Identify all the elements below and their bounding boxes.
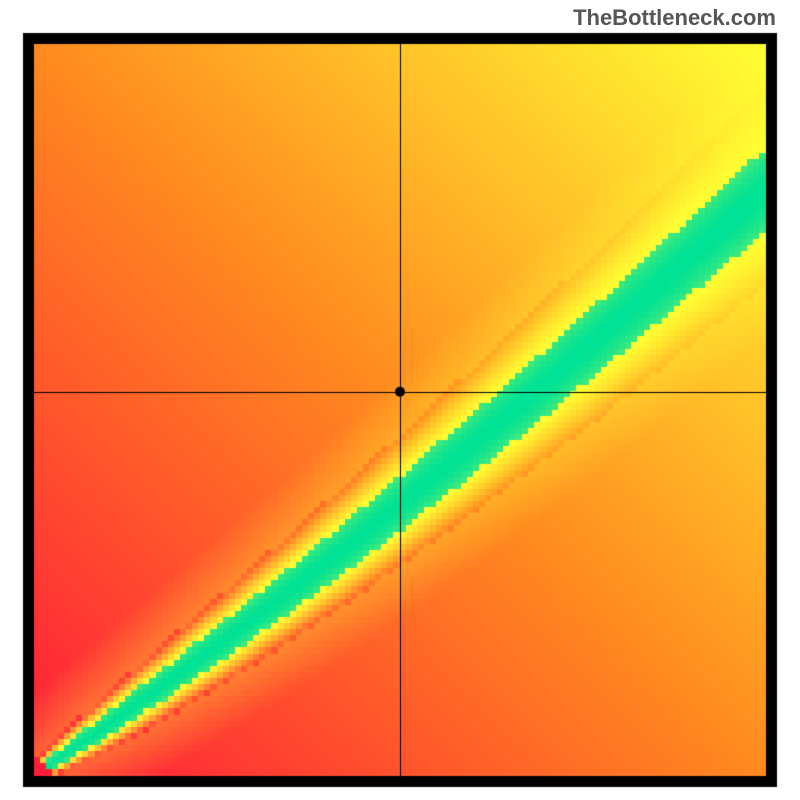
chart-container: TheBottleneck.com	[0, 0, 800, 800]
watermark-text: TheBottleneck.com	[573, 5, 776, 31]
heatmap-canvas	[0, 0, 800, 800]
